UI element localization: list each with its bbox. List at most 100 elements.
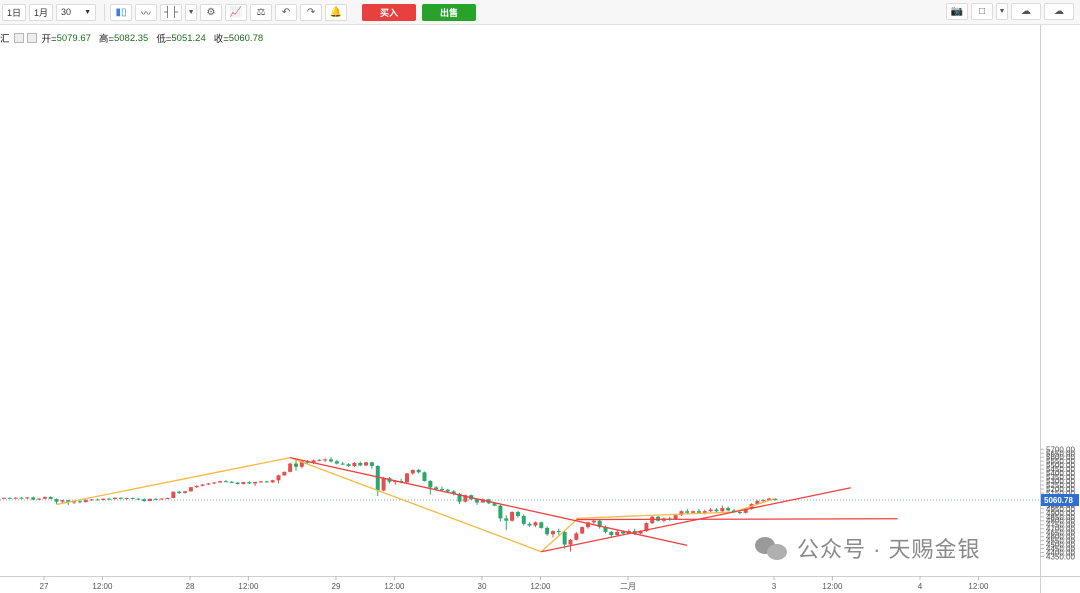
x-tick-label: 12:00 [968, 582, 989, 591]
wechat-logo-icon [755, 535, 789, 561]
candle-body [562, 531, 567, 545]
y-tick-label: 5200.00 [1046, 485, 1075, 494]
x-tick-label: 3 [772, 582, 777, 591]
candle-body [282, 471, 287, 476]
current-price-label: 5060.78 [1044, 496, 1073, 505]
y-tick-label: 4550.00 [1046, 537, 1075, 546]
redo-icon[interactable]: ↷ [300, 3, 323, 21]
trendline-orange [576, 511, 735, 520]
compare-icon[interactable]: ⚖ [250, 3, 273, 21]
chevron-down-icon[interactable]: ▼ [185, 3, 198, 21]
watermark-text: 公众号 · 天赐金银 [797, 537, 981, 562]
cloud-upload-icon[interactable]: ☁ [1044, 3, 1074, 20]
candle-body [475, 499, 480, 503]
x-tick-label: 12:00 [92, 582, 113, 591]
period-1d-button[interactable]: 1日 [2, 3, 27, 21]
ohlc-legend: 汇 开= 5079.67 高= 5082.35 低= 5051.24 收= 50… [0, 31, 269, 46]
price-chart[interactable]: 4350.004400.004450.004500.004550.004600.… [0, 25, 1080, 593]
y-tick-label: 4800.00 [1046, 517, 1075, 526]
candle-body [31, 497, 36, 500]
candle-body [37, 498, 42, 500]
period-1m-button[interactable]: 1月 [29, 3, 54, 21]
candle-body [107, 498, 112, 500]
interval-select[interactable]: 30 ▼ [56, 3, 97, 21]
buy-button[interactable]: 买入 [362, 3, 417, 21]
candle-body [95, 499, 100, 501]
chevron-down-icon[interactable]: ▼ [996, 3, 1008, 20]
candle-body [264, 481, 269, 483]
high-label: 高= [98, 34, 114, 45]
candle-body [603, 527, 608, 532]
candle-body [393, 481, 398, 483]
y-tick-label: 4950.00 [1046, 505, 1075, 514]
candle-body [136, 498, 141, 500]
candle-body [498, 505, 503, 519]
candle-body [691, 511, 696, 513]
y-tick-label: 4900.00 [1046, 509, 1075, 518]
undo-icon[interactable]: ↶ [275, 3, 298, 21]
candle-body [685, 511, 690, 513]
candle-body [410, 469, 415, 474]
bar-chart-icon[interactable]: ┤├ [160, 3, 183, 21]
toolbar: 1日 1月 30 ▼ ▮▯ 〰 ┤├ ▼ ⚙ 📈 ⚖ ↶ ↷ 🔔 买入 出售 📷… [0, 0, 1080, 25]
candle-body [755, 500, 760, 505]
trendline-orange [289, 457, 542, 553]
x-tick-label: 28 [186, 582, 195, 591]
x-tick-label: 二月 [620, 582, 636, 591]
y-tick-label: 4600.00 [1046, 533, 1075, 542]
candle-body [772, 498, 777, 501]
candle-body [212, 482, 217, 484]
candle-body [124, 498, 129, 500]
candle-body [48, 496, 53, 499]
candle-body [621, 531, 626, 534]
candle-body [539, 522, 544, 528]
y-tick-label: 5400.00 [1046, 469, 1075, 478]
settings-gear-icon[interactable]: ⚙ [200, 3, 223, 21]
candle-body [54, 498, 59, 502]
y-tick-label: 4350.00 [1046, 552, 1075, 561]
candle-body [294, 463, 298, 467]
candle-body [159, 498, 164, 500]
candle-body [708, 509, 713, 512]
indicator-icon[interactable]: 📈 [225, 3, 248, 21]
y-tick-label: 5300.00 [1046, 477, 1075, 486]
x-tick-label: 27 [40, 582, 49, 591]
candle-body [463, 495, 468, 502]
candle-body [673, 515, 678, 520]
candle-body [369, 462, 374, 466]
legend-toggle-icon[interactable] [13, 33, 24, 43]
candle-body [183, 491, 188, 493]
candle-body [726, 508, 731, 511]
candle-body [375, 465, 380, 491]
candle-body [118, 497, 123, 499]
y-tick-label: 4500.00 [1046, 541, 1075, 550]
area-chart-icon[interactable]: 〰 [135, 3, 158, 21]
candle-body [188, 487, 193, 492]
candle-body [340, 463, 345, 465]
toolbar-right: 📷 □ ▼ ☁ ☁ [943, 3, 1074, 20]
candle-body [329, 459, 334, 462]
candle-body [638, 531, 643, 534]
candle-body [13, 497, 18, 499]
square-icon[interactable]: □ [971, 3, 993, 20]
high-value: 5082.35 [113, 32, 149, 44]
legend-settings-icon[interactable] [26, 33, 37, 43]
candle-body [743, 508, 748, 513]
candles-icon[interactable]: ▮▯ [110, 3, 133, 21]
sell-button[interactable]: 出售 [422, 3, 477, 21]
y-tick-label: 4400.00 [1046, 549, 1075, 558]
trendline-orange [56, 456, 291, 506]
cloud-icon[interactable]: ☁ [1011, 3, 1041, 20]
candle-body [533, 522, 538, 526]
camera-icon[interactable]: 📷 [946, 3, 968, 20]
candle-body [434, 487, 439, 489]
candle-body [317, 459, 322, 461]
candle-body [19, 497, 24, 499]
x-tick-label: 30 [478, 582, 487, 591]
candle-body [25, 497, 30, 499]
alert-icon[interactable]: 🔔 [325, 3, 348, 21]
candle-body [550, 531, 555, 535]
candle-body [404, 473, 409, 483]
candle-body [334, 461, 339, 464]
y-tick-label: 4650.00 [1046, 529, 1075, 538]
